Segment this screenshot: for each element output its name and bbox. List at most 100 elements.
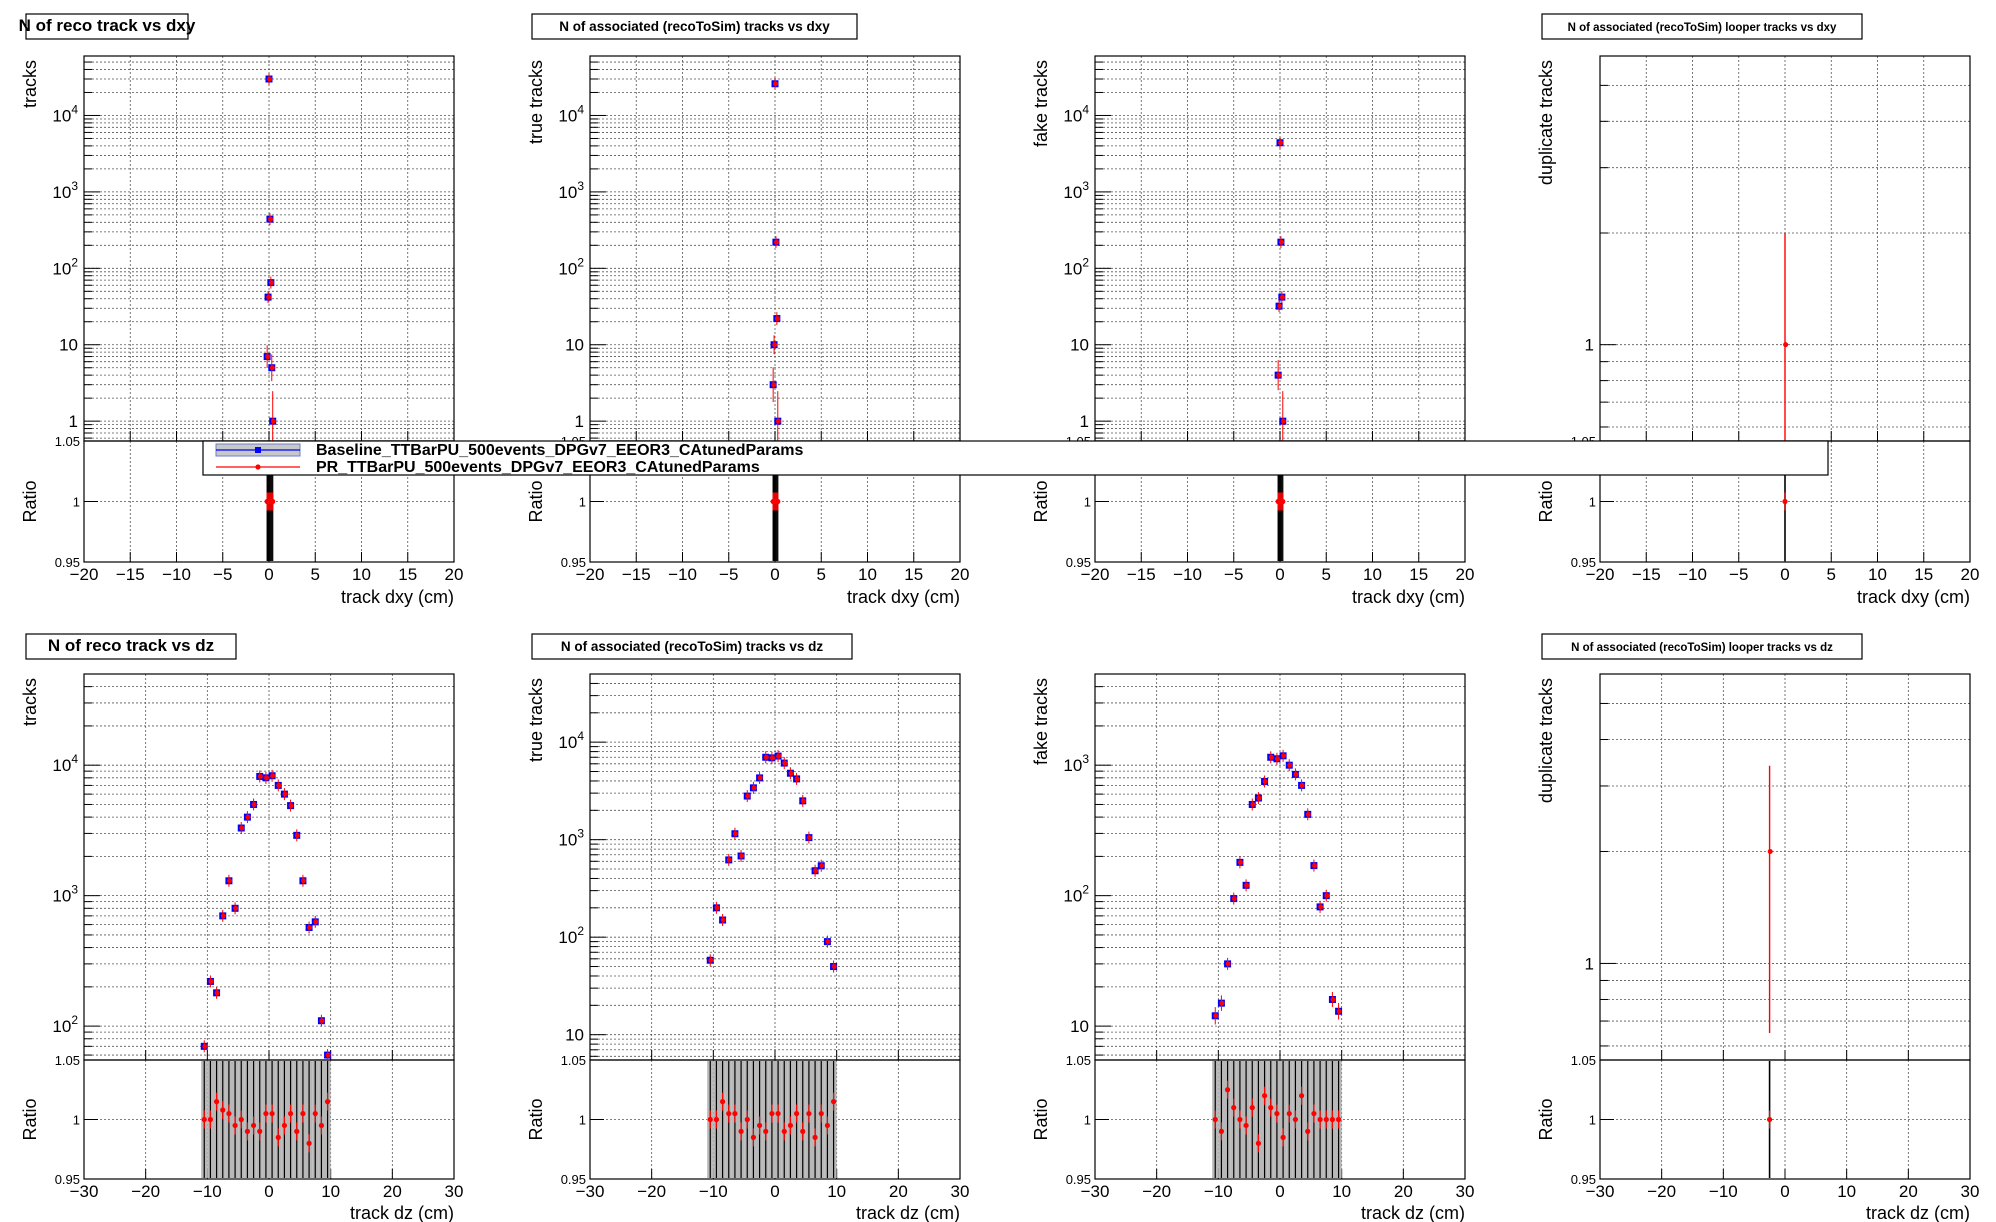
- ratio-point: [756, 1122, 763, 1129]
- legend-entry-baseline: Baseline_TTBarPU_500events_DPGv7_EEOR3_C…: [215, 442, 803, 459]
- ratio-point: [1782, 498, 1788, 505]
- data-point: [1312, 863, 1318, 869]
- y-axis-label: duplicate tracks: [1536, 60, 1556, 185]
- ratio-point: [226, 1110, 232, 1117]
- x-tick-label: 5: [311, 565, 320, 584]
- ratio-point: [781, 1128, 787, 1134]
- y-tick-label: 10: [565, 336, 584, 355]
- data-point: [1277, 303, 1283, 309]
- panel-title: N of associated (recoToSim) tracks vs dz: [531, 633, 853, 660]
- data-point: [751, 785, 757, 791]
- data-point: [776, 753, 782, 759]
- ratio-point: [726, 1110, 732, 1117]
- panel-title-text: N of associated (recoToSim) tracks vs dz: [561, 639, 824, 654]
- data-point: [1276, 372, 1282, 378]
- x-tick-label: 30: [951, 1182, 970, 1201]
- data-point: [770, 755, 776, 761]
- data-point: [220, 913, 226, 919]
- data-point: [794, 776, 800, 782]
- ratio-points: [201, 1061, 331, 1178]
- ratio-point: [824, 1122, 831, 1129]
- x-tick-label: 10: [1837, 1182, 1856, 1201]
- ratio-point: [275, 1134, 281, 1140]
- panel-title: N of associated (recoToSim) looper track…: [1541, 13, 1863, 40]
- ratio-axis-label: Ratio: [1536, 480, 1556, 522]
- data-point: [1293, 771, 1299, 777]
- x-tick-label: 20: [889, 1182, 908, 1201]
- panel-title: N of reco track vs dxy: [19, 13, 196, 40]
- series-pr: [1783, 233, 1789, 441]
- x-tick-label: −30: [1586, 1182, 1615, 1201]
- ratio-point: [318, 1122, 325, 1129]
- ratio-point: [830, 1099, 837, 1105]
- series-pr: [1213, 749, 1342, 1025]
- ratio-point: [769, 1110, 775, 1117]
- x-tick-label: 30: [1961, 1182, 1980, 1201]
- data-point: [288, 803, 294, 809]
- data-point: [771, 382, 777, 388]
- data-point: [257, 773, 263, 779]
- data-point: [1231, 896, 1237, 902]
- data-point: [745, 793, 751, 799]
- data-point: [307, 925, 313, 931]
- y-tick-label: 10: [59, 336, 78, 355]
- data-point: [1256, 795, 1262, 801]
- data-point: [1280, 418, 1286, 424]
- x-tick-label: 20: [383, 1182, 402, 1201]
- data-point: [214, 990, 220, 996]
- x-axis-label: track dxy (cm): [341, 587, 454, 607]
- ratio-point: [806, 1110, 812, 1117]
- ratio-point: [793, 1110, 800, 1117]
- series-pr: [1767, 765, 1773, 1034]
- legend: Baseline_TTBarPU_500events_DPGv7_EEOR3_C…: [202, 440, 1829, 476]
- y-tick-label: 1: [1080, 412, 1089, 431]
- x-tick-label: −10: [1204, 1182, 1233, 1201]
- x-tick-label: 5: [1827, 565, 1836, 584]
- ratio-tick-label: 1: [73, 1113, 80, 1128]
- x-tick-label: 15: [904, 565, 923, 584]
- x-axis-label: track dz (cm): [1866, 1203, 1970, 1222]
- data-point: [708, 957, 714, 963]
- ratio-tick-label: 1: [1084, 495, 1091, 510]
- panel-4: N of associated (recoToSim) looper track…: [1536, 13, 1980, 607]
- x-tick-label: −20: [131, 1182, 160, 1201]
- ratio-point: [1298, 1093, 1305, 1099]
- x-tick-label: −20: [1142, 1182, 1171, 1201]
- data-point: [774, 239, 780, 245]
- x-tick-label: 20: [1456, 565, 1475, 584]
- x-tick-label: 5: [817, 565, 826, 584]
- panel-6: N of associated (recoToSim) tracks vs dz…: [526, 633, 970, 1222]
- ratio-point: [1212, 1116, 1218, 1123]
- data-point: [1279, 239, 1285, 245]
- ratio-tick-label: 1: [73, 495, 80, 510]
- data-point: [269, 365, 275, 371]
- data-point: [774, 316, 780, 322]
- data-point: [313, 919, 319, 925]
- ratio-point: [250, 1122, 257, 1129]
- x-tick-label: 20: [1961, 565, 1980, 584]
- ratio-tick-label: 0.95: [55, 555, 80, 570]
- x-tick-label: −5: [1729, 565, 1748, 584]
- ratio-point: [1268, 1105, 1274, 1111]
- data-point: [1244, 882, 1250, 888]
- ratio-point: [750, 1134, 757, 1140]
- ratio-point: [232, 1122, 238, 1129]
- x-tick-label: 30: [1456, 1182, 1475, 1201]
- panel-title: N of associated (recoToSim) tracks vs dx…: [531, 13, 858, 40]
- data-point: [319, 1018, 325, 1024]
- data-point: [819, 863, 825, 869]
- x-tick-label: 0: [1780, 565, 1789, 584]
- x-tick-label: 0: [264, 1182, 273, 1201]
- data-point: [772, 342, 778, 348]
- y-tick-label: 1: [1585, 954, 1594, 973]
- x-tick-label: −15: [1632, 565, 1661, 584]
- data-point: [276, 782, 282, 788]
- data-point: [267, 76, 273, 82]
- x-axis-label: track dxy (cm): [847, 587, 960, 607]
- y-axis-label: fake tracks: [1031, 678, 1051, 765]
- ratio-point: [732, 1110, 738, 1117]
- ratio-point: [1292, 1116, 1299, 1123]
- y-axis-label: true tracks: [526, 60, 546, 144]
- data-point: [1219, 1000, 1225, 1006]
- data-point: [325, 1052, 331, 1058]
